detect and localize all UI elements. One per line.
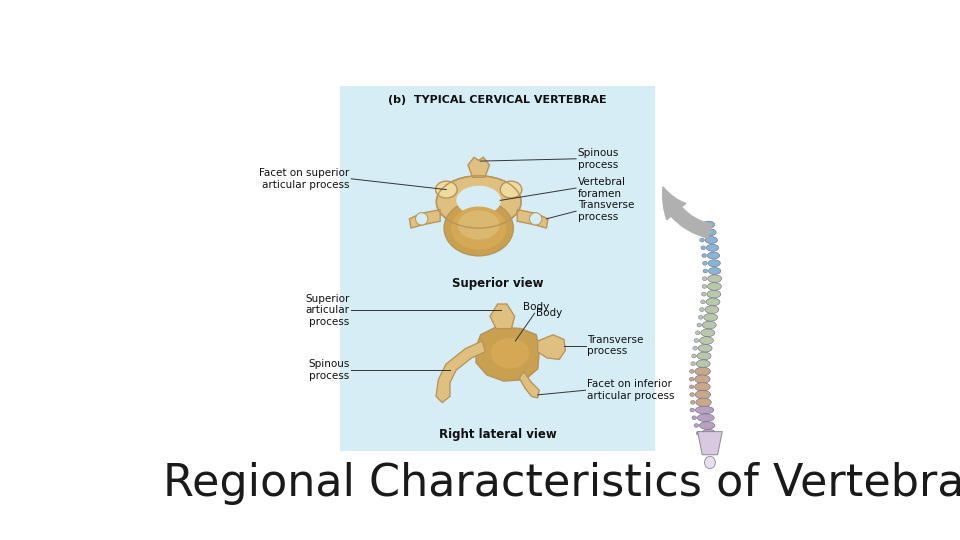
Text: Body: Body [537, 308, 563, 318]
Ellipse shape [696, 431, 701, 435]
Polygon shape [517, 210, 548, 228]
Ellipse shape [694, 423, 699, 427]
Text: Right lateral view: Right lateral view [439, 428, 557, 441]
Ellipse shape [703, 269, 708, 273]
Polygon shape [490, 304, 515, 329]
Text: Vertebral
foramen: Vertebral foramen [578, 177, 626, 199]
Polygon shape [698, 431, 722, 455]
Ellipse shape [690, 400, 695, 404]
Ellipse shape [697, 222, 702, 227]
Ellipse shape [706, 237, 717, 244]
Text: Regional Characteristics of Vertebrae: Regional Characteristics of Vertebrae [163, 462, 960, 505]
Text: (b)  TYPICAL CERVICAL VERTEBRAE: (b) TYPICAL CERVICAL VERTEBRAE [388, 95, 607, 105]
Ellipse shape [703, 277, 707, 281]
Ellipse shape [691, 362, 695, 366]
Ellipse shape [697, 352, 711, 360]
Ellipse shape [695, 406, 714, 414]
Ellipse shape [700, 238, 705, 242]
Ellipse shape [701, 300, 706, 304]
Ellipse shape [708, 282, 721, 291]
Polygon shape [468, 157, 490, 177]
Ellipse shape [444, 200, 514, 256]
Ellipse shape [694, 339, 699, 342]
Ellipse shape [695, 390, 710, 399]
Ellipse shape [702, 285, 707, 288]
Ellipse shape [436, 181, 457, 198]
Ellipse shape [458, 211, 499, 240]
Ellipse shape [698, 345, 712, 352]
Ellipse shape [689, 385, 694, 389]
Ellipse shape [704, 229, 716, 236]
Ellipse shape [708, 252, 720, 259]
Ellipse shape [491, 338, 529, 369]
Ellipse shape [698, 231, 703, 234]
Ellipse shape [702, 254, 707, 258]
Ellipse shape [689, 377, 694, 381]
Ellipse shape [703, 261, 708, 265]
Ellipse shape [702, 292, 707, 296]
Text: Transverse
process: Transverse process [578, 200, 634, 222]
Ellipse shape [695, 367, 710, 376]
Ellipse shape [695, 331, 700, 335]
Ellipse shape [708, 260, 720, 267]
Ellipse shape [690, 393, 694, 396]
Ellipse shape [701, 329, 715, 336]
Text: Superior view: Superior view [452, 276, 543, 289]
Ellipse shape [490, 200, 507, 222]
Ellipse shape [692, 416, 697, 420]
Ellipse shape [500, 181, 522, 198]
Ellipse shape [697, 414, 714, 422]
Ellipse shape [706, 298, 720, 306]
Ellipse shape [451, 200, 468, 222]
Text: Spinous
process: Spinous process [308, 360, 349, 381]
Ellipse shape [703, 321, 716, 329]
Ellipse shape [451, 206, 507, 249]
Text: Transverse
process: Transverse process [588, 335, 643, 356]
Ellipse shape [692, 354, 696, 358]
Ellipse shape [705, 456, 715, 469]
Ellipse shape [705, 306, 719, 313]
Text: Facet on superior
articular process: Facet on superior articular process [259, 168, 349, 190]
Ellipse shape [696, 398, 711, 407]
Ellipse shape [704, 314, 717, 321]
Polygon shape [538, 335, 565, 360]
Ellipse shape [707, 244, 719, 251]
FancyArrowPatch shape [662, 187, 711, 238]
Text: Body: Body [523, 302, 549, 312]
Bar [341, 85, 655, 451]
Ellipse shape [695, 375, 710, 383]
Ellipse shape [456, 186, 501, 215]
Ellipse shape [707, 291, 721, 298]
Ellipse shape [689, 369, 694, 373]
Ellipse shape [696, 360, 710, 368]
Ellipse shape [693, 346, 697, 350]
Ellipse shape [708, 267, 721, 274]
Ellipse shape [697, 323, 702, 327]
Polygon shape [436, 341, 486, 402]
Ellipse shape [698, 315, 703, 319]
Text: Facet on inferior
articular process: Facet on inferior articular process [588, 380, 675, 401]
Text: Spinous
process: Spinous process [578, 148, 619, 170]
Ellipse shape [701, 246, 706, 249]
Ellipse shape [695, 383, 710, 391]
Ellipse shape [703, 221, 714, 228]
Ellipse shape [708, 275, 722, 282]
Polygon shape [519, 372, 540, 398]
Circle shape [416, 213, 428, 225]
Circle shape [530, 213, 541, 225]
Ellipse shape [700, 308, 705, 312]
Ellipse shape [700, 422, 715, 429]
Ellipse shape [700, 336, 713, 345]
Polygon shape [409, 210, 441, 228]
Text: Superior
articular
process: Superior articular process [305, 294, 349, 327]
Ellipse shape [702, 429, 715, 437]
Ellipse shape [437, 176, 521, 228]
Polygon shape [476, 327, 540, 381]
Ellipse shape [690, 408, 694, 412]
